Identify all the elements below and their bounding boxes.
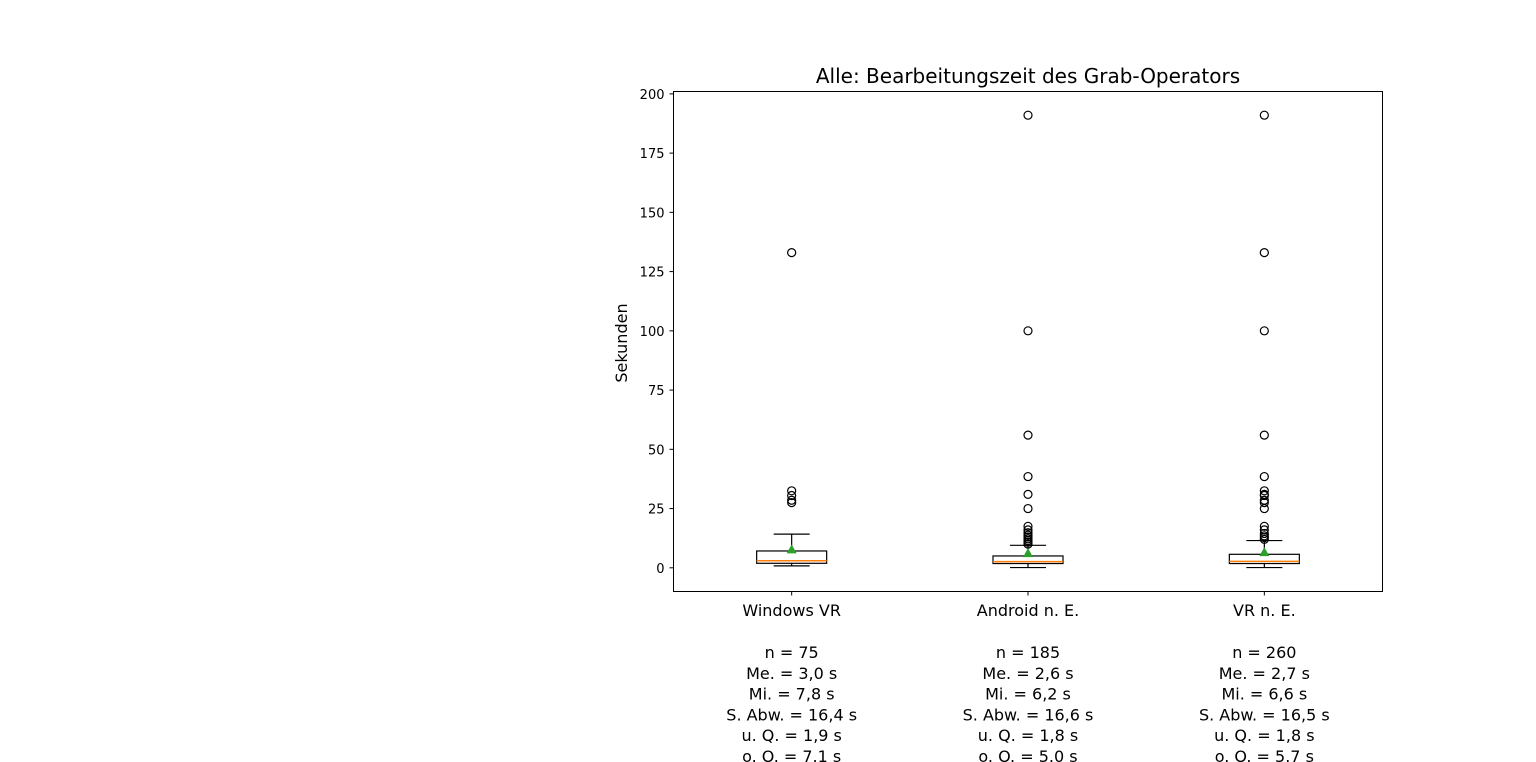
- outlier-point: [1023, 521, 1033, 531]
- outlier-point: [1259, 528, 1269, 539]
- group-stat-label: Mi. = 6,6 s: [1221, 685, 1307, 704]
- group-stat-label: o. O. = 7.1 s: [742, 747, 841, 762]
- y-axis-label: Sekunden: [612, 303, 631, 382]
- outlier-point: [787, 248, 797, 258]
- group-stat-label: n = 75: [765, 643, 819, 662]
- outlier-point: [1023, 471, 1033, 482]
- y-tick-label: 50: [648, 443, 665, 458]
- plot-frame: [673, 91, 1383, 592]
- group-stat-label: o. O. = 5.0 s: [978, 747, 1077, 762]
- mean-marker: [1259, 547, 1270, 557]
- outlier-point: [1259, 471, 1269, 482]
- y-tick-label: 125: [640, 266, 665, 281]
- outlier-point: [1023, 326, 1033, 336]
- outlier-point: [1023, 430, 1033, 440]
- group-stat-label: u. Q. = 1,9 s: [741, 726, 841, 745]
- outlier-point: [1259, 248, 1269, 258]
- outlier-point: [1259, 486, 1269, 496]
- group-stat-label: S. Abw. = 16,5 s: [1199, 705, 1330, 724]
- group-stat-label: u. Q. = 1,8 s: [1214, 726, 1314, 745]
- group-stat-label: u. Q. = 1,8 s: [978, 726, 1078, 745]
- group-stat-label: Me. = 2,6 s: [982, 664, 1073, 683]
- group-stat-label: Mi. = 6,2 s: [985, 685, 1071, 704]
- outlier-point: [1259, 495, 1269, 505]
- outlier-point: [1259, 489, 1269, 499]
- outlier-point: [1023, 528, 1033, 538]
- x-tick-label: VR n. E.: [1233, 601, 1296, 620]
- outlier-point: [787, 486, 797, 496]
- outlier-point: [787, 498, 797, 508]
- y-tick-label: 150: [640, 206, 665, 221]
- outlier-point: [1023, 489, 1033, 499]
- group-stat-label: Me. = 3,0 s: [746, 664, 837, 683]
- x-tick-label: Android n. E.: [977, 601, 1079, 620]
- group-stat-label: Mi. = 7,8 s: [749, 685, 835, 704]
- y-tick-label: 0: [656, 562, 664, 577]
- mean-marker: [786, 544, 797, 554]
- outlier-point: [787, 490, 797, 501]
- y-tick-label: 175: [640, 147, 665, 162]
- outlier-point: [1023, 110, 1033, 120]
- outlier-point: [1023, 525, 1033, 535]
- chart-title: Alle: Bearbeitungszeit des Grab-Operator…: [816, 64, 1240, 88]
- group-stat-label: Me. = 2,7 s: [1219, 664, 1310, 683]
- outlier-point: [787, 495, 797, 505]
- group-stat-label: o. O. = 5.7 s: [1215, 747, 1314, 762]
- outlier-point: [1259, 326, 1269, 336]
- y-tick-label: 75: [648, 384, 665, 399]
- outlier-point: [1259, 531, 1269, 541]
- outlier-point: [1023, 530, 1033, 540]
- y-tick-label: 25: [648, 503, 665, 518]
- outlier-point: [1259, 525, 1269, 535]
- y-tick-label: 100: [640, 325, 665, 340]
- group-stat-label: S. Abw. = 16,4 s: [726, 705, 857, 724]
- outlier-point: [1259, 430, 1269, 440]
- outlier-point: [1259, 521, 1269, 531]
- group-stat-label: S. Abw. = 16,6 s: [963, 705, 1094, 724]
- outlier-point: [1023, 503, 1033, 514]
- mean-marker: [1023, 548, 1033, 558]
- x-tick-label: Windows VR: [742, 601, 841, 620]
- group-stat-label: n = 185: [996, 643, 1060, 662]
- outlier-point: [1259, 110, 1269, 120]
- y-tick-label: 200: [640, 88, 665, 103]
- group-stat-label: n = 260: [1232, 643, 1296, 662]
